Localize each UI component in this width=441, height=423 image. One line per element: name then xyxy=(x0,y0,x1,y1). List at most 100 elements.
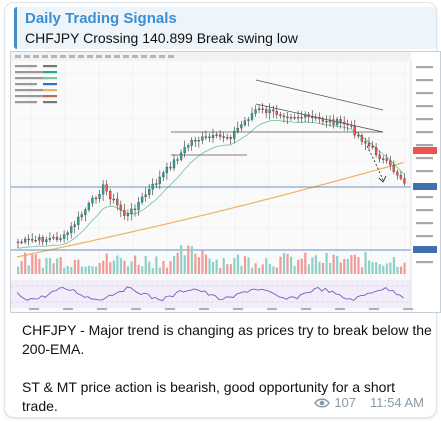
candle-body xyxy=(80,214,83,218)
candle-body xyxy=(272,109,275,112)
volume-bar xyxy=(141,266,144,274)
volume-bar xyxy=(272,266,275,274)
candle-body xyxy=(94,197,98,200)
candle-body xyxy=(148,189,151,195)
chart-toolbar xyxy=(11,52,440,61)
volume-bar xyxy=(360,267,364,274)
candle-body xyxy=(300,116,303,119)
candle-body xyxy=(233,130,236,139)
candle-body xyxy=(339,119,342,123)
toolbar-glyph xyxy=(69,55,75,58)
axis-tick-label xyxy=(416,209,433,212)
volume-bar xyxy=(144,255,147,274)
volume-bar xyxy=(123,260,126,274)
date-tick-label xyxy=(403,308,413,310)
projection-arrow xyxy=(366,145,384,181)
view-count: 107 xyxy=(334,395,357,410)
volume-bar xyxy=(95,266,98,274)
candle-body xyxy=(282,115,286,118)
volume-bar xyxy=(87,265,91,274)
volume-bar xyxy=(77,259,80,274)
candle-body xyxy=(275,110,278,115)
volume-bar xyxy=(339,262,342,274)
toolbar-glyph xyxy=(42,55,48,58)
volume-bar xyxy=(84,266,87,274)
volume-bar xyxy=(286,253,289,274)
reply-header[interactable]: Daily Trading Signals CHFJPY Crossing 14… xyxy=(14,7,436,49)
candle-body xyxy=(218,134,222,137)
oscillator-pane xyxy=(11,280,411,308)
candle-body xyxy=(286,116,289,119)
volume-bar xyxy=(226,264,229,274)
candle-body xyxy=(70,226,73,233)
candle-body xyxy=(382,158,385,160)
legend-label xyxy=(15,77,49,80)
candle-body xyxy=(208,136,211,139)
legend-label xyxy=(15,83,37,86)
candle-body xyxy=(257,108,261,110)
volume-bar xyxy=(307,264,310,274)
legend-label xyxy=(15,101,37,104)
volume-bar xyxy=(24,252,27,274)
channel-name: Daily Trading Signals xyxy=(25,10,177,27)
oscillator-band xyxy=(11,280,411,308)
caption-paragraph: CHFJPY - Major trend is changing as pric… xyxy=(22,322,432,357)
toolbar-glyph xyxy=(87,55,93,58)
volume-bar xyxy=(343,259,346,274)
candle-body xyxy=(34,240,37,242)
volume-bar xyxy=(321,263,325,274)
candle-body xyxy=(144,194,147,198)
candle-body xyxy=(261,108,264,110)
volume-bar xyxy=(155,256,158,274)
volume-bar xyxy=(385,263,388,274)
candle-body xyxy=(158,176,161,184)
message-bubble: Daily Trading Signals CHFJPY Crossing 14… xyxy=(4,2,441,418)
chart-image[interactable] xyxy=(10,51,441,313)
reply-text: CHFJPY Crossing 140.899 Break swing low xyxy=(25,30,298,46)
volume-bar xyxy=(300,258,303,274)
candle-body xyxy=(360,135,364,142)
volume-bar xyxy=(208,258,211,274)
legend-value xyxy=(43,95,57,98)
volume-bar xyxy=(375,262,378,274)
date-tick-label xyxy=(131,308,141,310)
candle-body xyxy=(172,159,176,169)
volume-bar xyxy=(364,252,367,274)
volume-bar xyxy=(233,257,236,274)
volume-bar xyxy=(41,267,45,274)
message-meta: 107 11:54 AM xyxy=(314,395,424,410)
volume-bar xyxy=(201,250,204,274)
volume-bar xyxy=(251,267,254,274)
candle-body xyxy=(215,134,218,136)
candle-body xyxy=(392,164,395,172)
candle-body xyxy=(194,139,197,142)
candle-body xyxy=(332,119,335,125)
axis-tick-label xyxy=(416,79,433,82)
axis-tick-label xyxy=(416,196,433,199)
legend-value xyxy=(43,77,57,80)
candle-body xyxy=(357,134,360,137)
volume-bar xyxy=(80,266,84,274)
volume-bar xyxy=(350,255,353,274)
volume-bar xyxy=(389,262,392,274)
date-tick-label xyxy=(267,308,277,310)
candle-body xyxy=(133,208,137,211)
date-tick-label xyxy=(165,308,175,310)
candle-body xyxy=(311,116,314,119)
candle-body xyxy=(335,119,339,125)
candle-body xyxy=(226,137,229,139)
toolbar-strip xyxy=(11,52,440,61)
axis-tick-label xyxy=(416,131,433,134)
date-tick-label xyxy=(301,308,311,310)
axis-tick-label xyxy=(416,170,433,173)
legend-value xyxy=(43,65,57,68)
axis-tick-label xyxy=(416,66,433,69)
toolbar-glyph xyxy=(96,55,102,58)
toolbar-glyph xyxy=(159,55,165,58)
trading-chart xyxy=(11,52,440,312)
candle-body xyxy=(378,154,381,160)
candle-body xyxy=(109,191,112,200)
candle-body xyxy=(112,198,115,201)
candle-body xyxy=(364,141,367,144)
toolbar-glyph xyxy=(60,55,66,58)
